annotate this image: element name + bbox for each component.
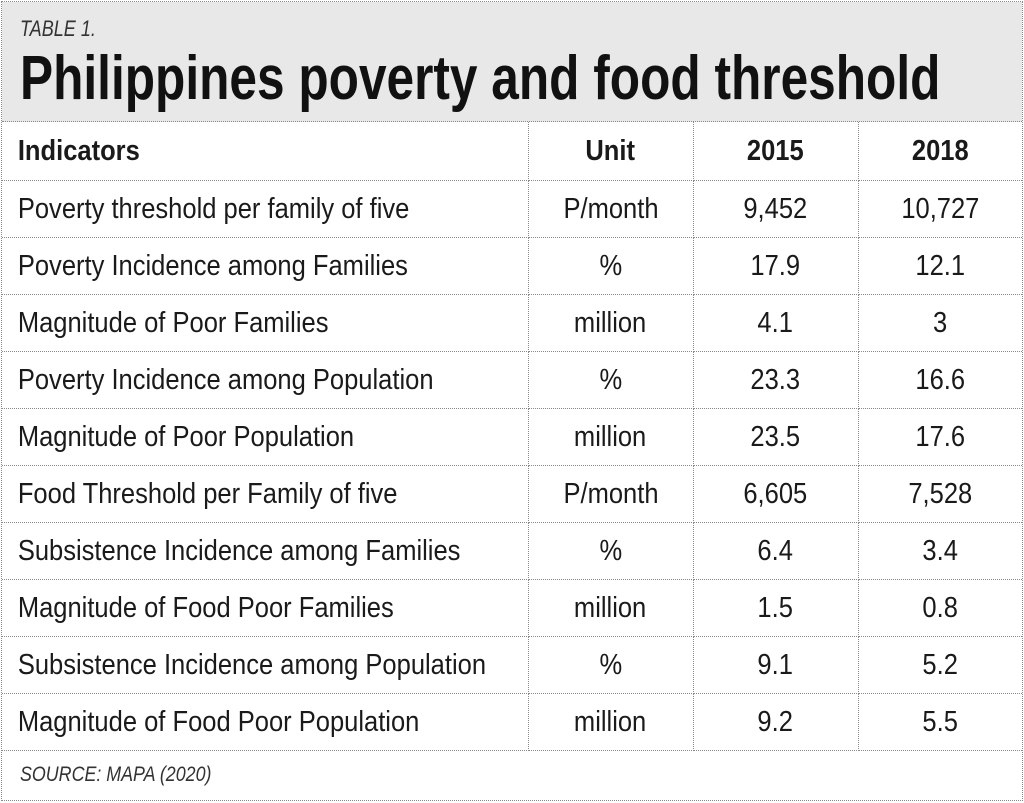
table-row: Food Threshold per Family of five P/mont… (2, 465, 1022, 523)
unit-cell: million (528, 693, 694, 751)
unit-cell: % (528, 351, 694, 409)
unit-cell: P/month (528, 180, 694, 238)
indicator-cell: Magnitude of Poor Population (2, 408, 529, 466)
value-2015-cell: 9,452 (693, 180, 859, 238)
source-note: SOURCE: MAPA (2020) (2, 751, 1022, 801)
table-row: Subsistence Incidence among Population %… (2, 636, 1022, 694)
value-2018-cell: 3.4 (858, 522, 1022, 580)
table-row: Magnitude of Food Poor Families million … (2, 579, 1022, 637)
value-2015-cell: 9.2 (693, 693, 859, 751)
data-table: Indicators Unit 2015 2018 Poverty thresh… (2, 122, 1022, 751)
unit-cell: % (528, 522, 694, 580)
table-row: Magnitude of Poor Population million 23.… (2, 408, 1022, 466)
unit-cell: % (528, 237, 694, 295)
value-2015-cell: 9.1 (693, 636, 859, 694)
indicator-cell: Magnitude of Poor Families (2, 294, 529, 352)
column-header-2018: 2018 (858, 122, 1022, 181)
value-2018-cell: 3 (858, 294, 1022, 352)
unit-cell: million (528, 579, 694, 637)
indicator-cell: Poverty Incidence among Families (2, 237, 529, 295)
value-2018-cell: 5.5 (858, 693, 1022, 751)
value-2018-cell: 5.2 (858, 636, 1022, 694)
value-2018-cell: 12.1 (858, 237, 1022, 295)
table-row: Magnitude of Poor Families million 4.1 3 (2, 294, 1022, 352)
value-2018-cell: 0.8 (858, 579, 1022, 637)
table-header: TABLE 1. Philippines poverty and food th… (2, 2, 1022, 122)
value-2015-cell: 6,605 (693, 465, 859, 523)
value-2015-cell: 1.5 (693, 579, 859, 637)
column-header-unit: Unit (528, 122, 694, 181)
value-2015-cell: 4.1 (693, 294, 859, 352)
value-2015-cell: 23.3 (693, 351, 859, 409)
indicator-cell: Poverty threshold per family of five (2, 180, 529, 238)
unit-cell: million (528, 294, 694, 352)
table-number-label: TABLE 1. (20, 16, 96, 41)
indicator-cell: Subsistence Incidence among Population (2, 636, 529, 694)
unit-cell: P/month (528, 465, 694, 523)
source-text: SOURCE: MAPA (2020) (20, 763, 212, 786)
value-2018-cell: 10,727 (858, 180, 1022, 238)
value-2015-cell: 23.5 (693, 408, 859, 466)
value-2015-cell: 6.4 (693, 522, 859, 580)
table-row: Poverty Incidence among Families % 17.9 … (2, 237, 1022, 295)
table-row: Subsistence Incidence among Families % 6… (2, 522, 1022, 580)
unit-cell: % (528, 636, 694, 694)
table-title: Philippines poverty and food threshold (20, 44, 941, 113)
table-row: Poverty Incidence among Population % 23.… (2, 351, 1022, 409)
value-2018-cell: 16.6 (858, 351, 1022, 409)
indicator-cell: Poverty Incidence among Population (2, 351, 529, 409)
indicator-cell: Subsistence Incidence among Families (2, 522, 529, 580)
indicator-cell: Magnitude of Food Poor Population (2, 693, 529, 751)
indicator-cell: Food Threshold per Family of five (2, 465, 529, 523)
value-2018-cell: 17.6 (858, 408, 1022, 466)
indicator-cell: Magnitude of Food Poor Families (2, 579, 529, 637)
value-2018-cell: 7,528 (858, 465, 1022, 523)
table-row: Poverty threshold per family of five P/m… (2, 180, 1022, 238)
column-header-indicators: Indicators (2, 122, 529, 181)
unit-cell: million (528, 408, 694, 466)
header-row: Indicators Unit 2015 2018 (2, 122, 1022, 181)
column-header-2015: 2015 (693, 122, 859, 181)
value-2015-cell: 17.9 (693, 237, 859, 295)
table-row: Magnitude of Food Poor Population millio… (2, 693, 1022, 751)
